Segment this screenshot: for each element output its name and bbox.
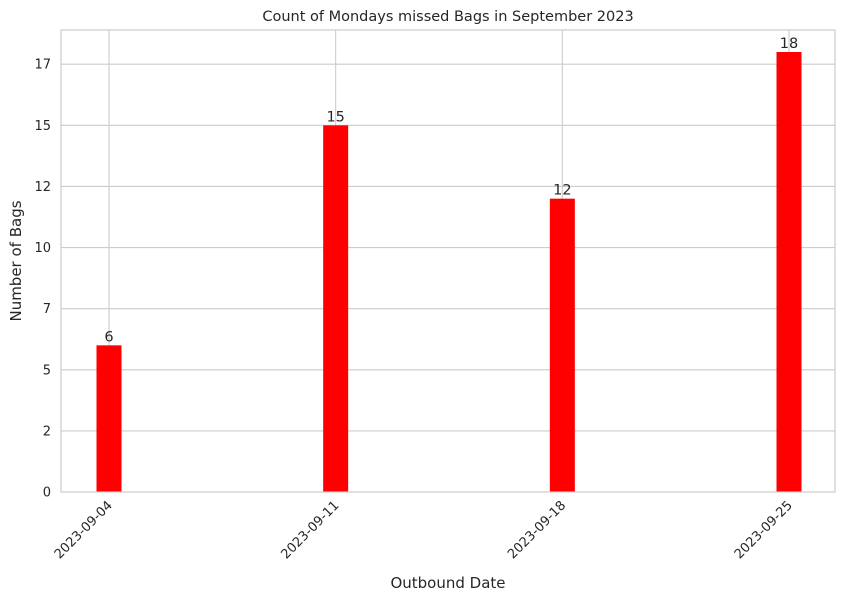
- y-tick-label: 12: [34, 180, 51, 195]
- y-tick-label: 10: [34, 241, 51, 256]
- bars-layer: [96, 52, 802, 492]
- bar: [549, 198, 575, 492]
- chart-title: Count of Mondays missed Bags in Septembe…: [262, 9, 633, 25]
- y-axis-label: Number of Bags: [7, 200, 25, 321]
- y-tick-label: 15: [34, 119, 51, 134]
- y-tick-label: 0: [43, 486, 51, 501]
- y-tick-label: 5: [43, 363, 51, 378]
- y-tick-label: 2: [43, 424, 51, 439]
- bar-value-label: 15: [326, 109, 344, 125]
- bar-value-label: 6: [104, 329, 113, 345]
- y-tick-label: 7: [43, 302, 51, 317]
- y-tick-labels: 0 2 5 7 10 12 15 17: [34, 58, 51, 501]
- data-labels: 6 15 12 18: [104, 36, 798, 345]
- x-axis-label: Outbound Date: [390, 574, 505, 592]
- bar: [776, 52, 802, 492]
- bar: [96, 345, 122, 492]
- bar-value-label: 12: [553, 183, 571, 199]
- plot-frame: [60, 29, 836, 493]
- bar-value-label: 18: [780, 36, 798, 52]
- bar: [323, 125, 349, 492]
- y-tick-label: 17: [34, 58, 51, 73]
